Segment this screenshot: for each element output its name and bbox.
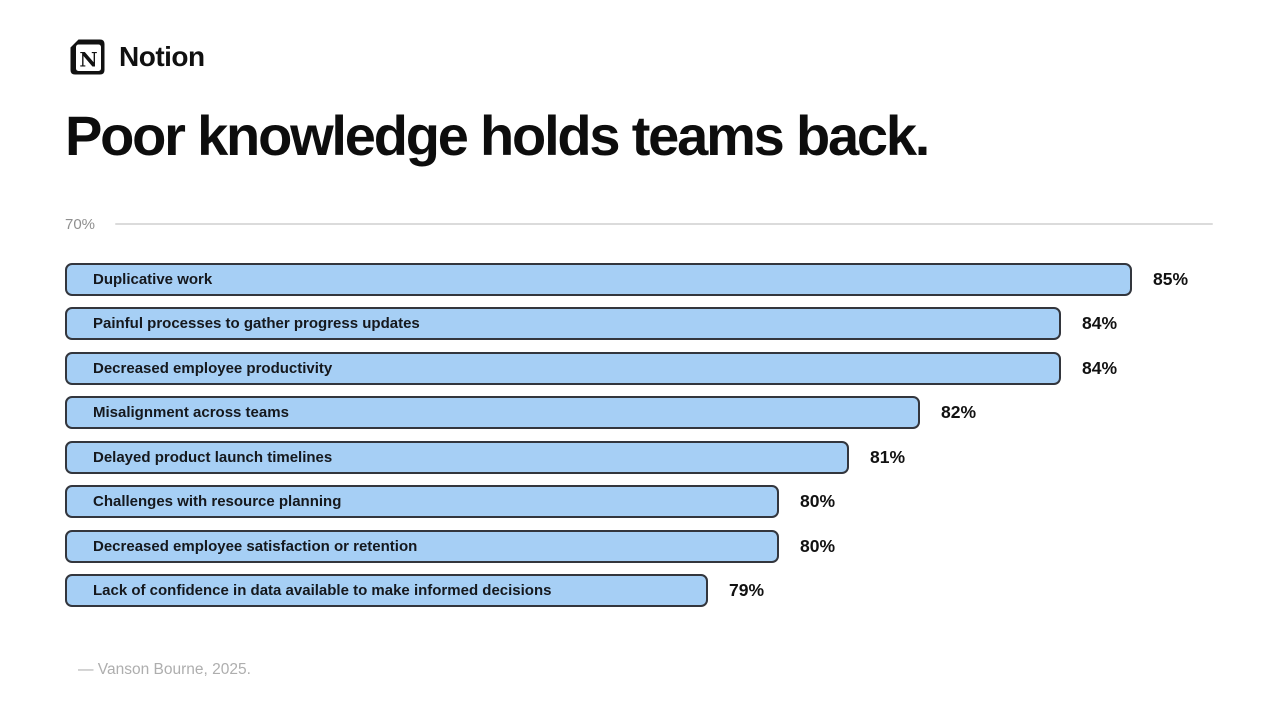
bar-category-label: Decreased employee satisfaction or reten… (93, 537, 418, 555)
bar-row: Misalignment across teams 82% (65, 396, 1213, 430)
bar: Duplicative work (65, 262, 1132, 296)
notion-logo-icon: N (65, 37, 107, 77)
source-citation: — Vanson Bourne, 2025. (78, 661, 251, 679)
page-title: Poor knowledge holds teams back. (65, 104, 930, 167)
bar-category-label: Painful processes to gather progress upd… (93, 315, 420, 333)
axis-gridline (115, 223, 1213, 226)
bar-value-label: 84% (1082, 357, 1118, 378)
bar: Delayed product launch timelines (65, 440, 849, 474)
bar-category-label: Challenges with resource planning (93, 493, 342, 511)
bar-chart: Duplicative work 85% Painful processes to … (65, 262, 1213, 608)
bar: Lack of confidence in data available to … (65, 574, 708, 608)
bar-row: Challenges with resource planning 80% (65, 485, 1213, 519)
bar-value-label: 80% (800, 535, 836, 556)
bar-row: Decreased employee satisfaction or reten… (65, 529, 1213, 563)
bar-row: Decreased employee productivity 84% (65, 351, 1213, 385)
bar: Challenges with resource planning (65, 485, 779, 519)
bar-value-label: 81% (870, 446, 906, 467)
brand-name: Notion (119, 41, 205, 72)
bar-value-label: 82% (941, 402, 977, 423)
bar-value-label: 85% (1153, 268, 1189, 289)
bar-category-label: Delayed product launch timelines (93, 448, 333, 466)
axis-row: 70% (65, 216, 1213, 233)
bar: Misalignment across teams (65, 396, 920, 430)
bar-category-label: Duplicative work (93, 270, 213, 288)
bar-value-label: 79% (729, 580, 765, 601)
axis-tick-label: 70% (65, 215, 96, 233)
bar-value-label: 84% (1082, 313, 1118, 334)
bar-category-label: Lack of confidence in data available to … (93, 582, 552, 600)
bar-row: Duplicative work 85% (65, 262, 1213, 296)
bar-category-label: Misalignment across teams (93, 404, 289, 422)
bar-value-label: 80% (800, 491, 836, 512)
slide: N Notion Poor knowledge holds teams back… (65, 37, 1213, 679)
bar: Painful processes to gather progress upd… (65, 307, 1061, 341)
notion-logo-letter: N (79, 48, 97, 72)
bar: Decreased employee satisfaction or reten… (65, 529, 779, 563)
bar-row: Painful processes to gather progress upd… (65, 307, 1213, 341)
bar-row: Lack of confidence in data available to … (65, 574, 1213, 608)
bar-category-label: Decreased employee productivity (93, 359, 333, 377)
bar-row: Delayed product launch timelines 81% (65, 440, 1213, 474)
brand-header: N Notion (65, 37, 1213, 77)
bar: Decreased employee productivity (65, 351, 1061, 385)
